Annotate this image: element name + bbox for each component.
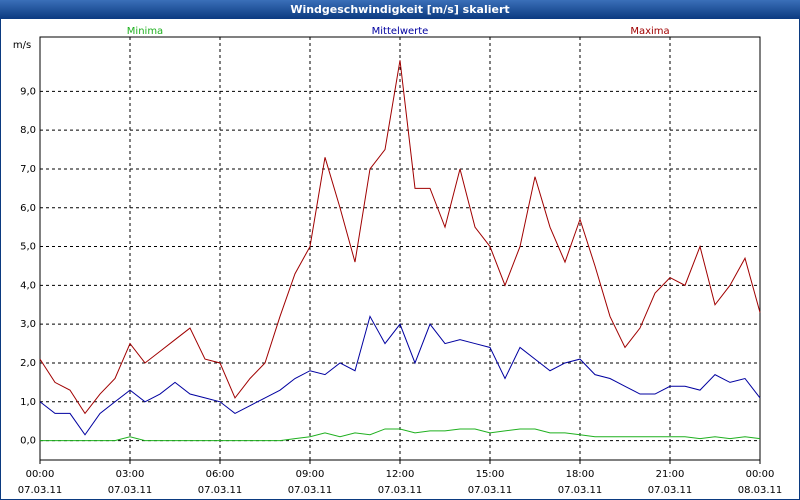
x-tick-label: 00:00 08.03.11 <box>738 469 783 496</box>
x-tick-label: 03:00 07.03.11 <box>108 469 153 496</box>
legend-label: Minima <box>127 26 163 37</box>
data-line <box>39 60 761 415</box>
y-axis-unit: m/s <box>13 40 31 51</box>
y-tick-label: 8,0 <box>20 125 36 136</box>
y-tick-label: 1,0 <box>20 397 36 408</box>
x-tick-label: 18:00 07.03.11 <box>558 469 603 496</box>
x-tick-label: 15:00 07.03.11 <box>468 469 513 496</box>
x-tick-label: 00:00 07.03.11 <box>18 469 63 496</box>
y-tick-label: 5,0 <box>20 242 36 253</box>
x-tick-label: 06:00 07.03.11 <box>198 469 243 496</box>
y-tick-label: 6,0 <box>20 203 36 214</box>
legend-label: Maxima <box>630 26 669 37</box>
y-tick-label: 2,0 <box>20 358 36 369</box>
y-tick-label: 3,0 <box>20 319 36 330</box>
y-tick-label: 7,0 <box>20 164 36 175</box>
data-line <box>40 428 761 442</box>
y-tick-label: 4,0 <box>20 280 36 291</box>
title-bar <box>0 0 800 19</box>
chart-title: Windgeschwindigkeit [m/s] skaliert <box>290 3 509 16</box>
data-line <box>39 315 761 436</box>
y-tick-label: 9,0 <box>20 86 36 97</box>
x-tick-label: 12:00 07.03.11 <box>378 469 423 496</box>
x-tick-label: 09:00 07.03.11 <box>288 469 333 496</box>
y-tick-label: 0,0 <box>20 436 36 447</box>
legend-label: Mittelwerte <box>372 26 429 37</box>
x-tick-label: 21:00 07.03.11 <box>648 469 693 496</box>
